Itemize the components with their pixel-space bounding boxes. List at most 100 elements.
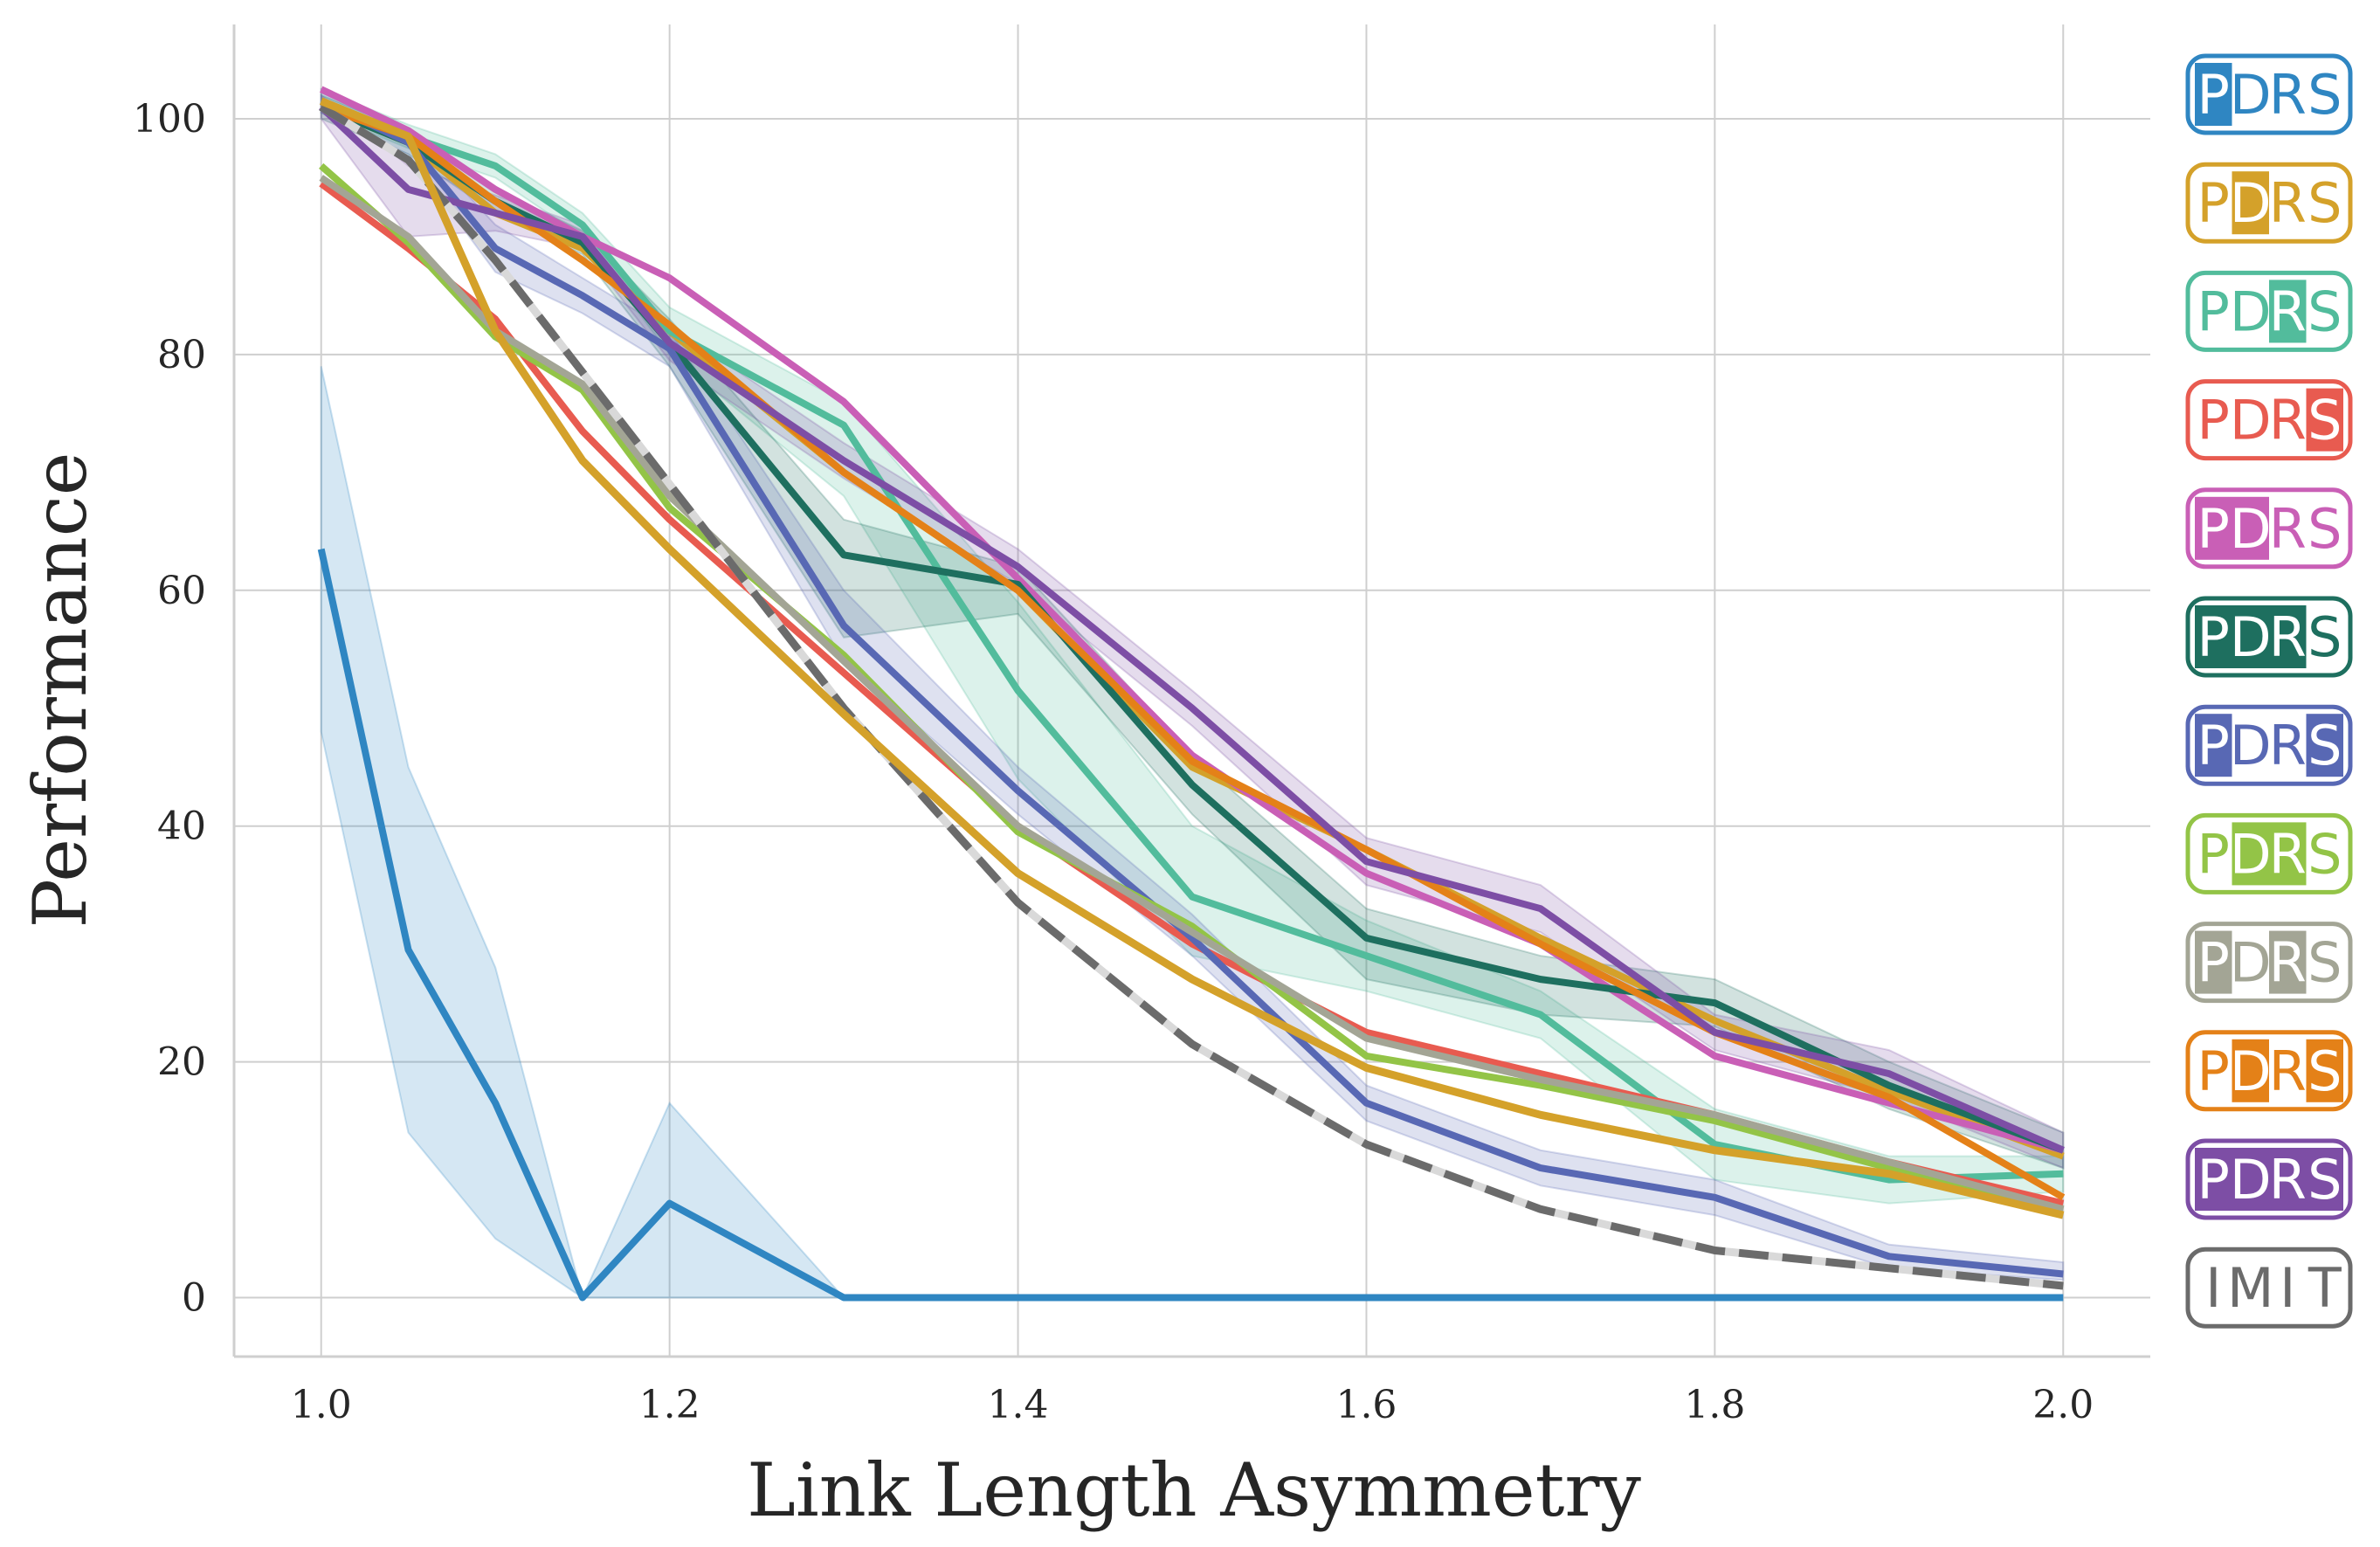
legend-letter-highlight [2195, 1148, 2232, 1211]
legend-letter: D [2230, 605, 2272, 669]
y-tick-label: 0 [182, 1276, 206, 1321]
x-tick-label: 2.0 [2032, 1383, 2094, 1427]
y-tick-label: 20 [157, 1040, 206, 1085]
legend-letter: P [2197, 171, 2230, 235]
legend-letter-highlight [2195, 63, 2232, 126]
legend-letter-highlight [2269, 822, 2307, 886]
series-line [317, 548, 2064, 1302]
legend-letter: P [2197, 280, 2230, 343]
legend-letter: P [2197, 714, 2230, 777]
series-line [320, 97, 2064, 1184]
axes-spines [232, 24, 2150, 1358]
legend-letter: D [2230, 171, 2272, 235]
y-tick-labels: 0 20 40 60 80 100 [133, 97, 206, 1321]
legend-letter: S [2308, 63, 2342, 127]
legend-letter: R [2269, 497, 2307, 561]
legend-letter: I [2280, 1256, 2295, 1320]
legend-letter-highlight [2232, 1148, 2269, 1211]
x-tick-label: 1.6 [1335, 1383, 1397, 1427]
legend-letter: P [2197, 389, 2230, 452]
legend-letter: R [2269, 1148, 2307, 1212]
legend-letter: P [2197, 63, 2230, 127]
legend-letter: R [2269, 605, 2307, 669]
y-tick-label: 40 [157, 805, 206, 849]
legend-letter: R [2269, 63, 2307, 127]
legend-letter: R [2269, 389, 2307, 452]
y-tick-label: 80 [157, 333, 206, 377]
legend-letter: D [2230, 1039, 2272, 1103]
legend-letter: S [2308, 497, 2342, 561]
legend-letter: R [2269, 171, 2307, 235]
confidence-bands [320, 87, 2065, 1301]
series-lines [317, 86, 2066, 1302]
legend-letter: P [2197, 497, 2230, 561]
series-line [319, 103, 2064, 1290]
legend-letter: P [2197, 822, 2230, 886]
legend-letter-highlight [2306, 714, 2343, 777]
legend-letter-highlight [2195, 496, 2232, 560]
confidence-band [320, 87, 2065, 1281]
legend-letter: D [2230, 931, 2272, 995]
legend-letter: S [2308, 1039, 2342, 1103]
x-tick-label: 1.8 [1684, 1383, 1745, 1427]
series-line [319, 98, 2064, 1278]
legend-letter: R [2269, 1039, 2307, 1103]
legend-letter-highlight [2269, 930, 2307, 994]
legend-letter: R [2269, 714, 2307, 777]
x-axis-title: Link Length Asymmetry [747, 1447, 1641, 1533]
x-tick-label: 1.2 [639, 1383, 700, 1427]
legend-letter-highlight [2195, 714, 2232, 777]
legend-letter: S [2308, 280, 2342, 343]
y-tick-label: 60 [157, 569, 206, 613]
legend-letter-highlight [2195, 930, 2232, 994]
x-tick-label: 1.0 [291, 1383, 352, 1427]
legend-letter: D [2230, 389, 2272, 452]
legend-letter: I [2205, 1256, 2221, 1320]
legend-letter-highlight [2232, 496, 2269, 560]
legend-entry: IMITIMIT [2185, 1247, 2353, 1329]
legend-letter: T [2308, 1256, 2342, 1320]
legend-letter-highlight [2232, 171, 2269, 235]
legend-letter: R [2269, 280, 2307, 343]
legend-badge [2185, 1247, 2353, 1329]
legend-letter: M [2227, 1256, 2274, 1320]
legend-letter: D [2230, 280, 2272, 343]
y-axis-title: Performance [17, 452, 103, 928]
series-line [319, 86, 2065, 1154]
legend-letter-highlight [2269, 605, 2307, 668]
legend-letter: S [2308, 714, 2342, 777]
legend-letter: S [2308, 931, 2342, 995]
legend-letter-highlight [2306, 1039, 2343, 1102]
y-tick-label: 100 [133, 97, 206, 142]
legend-letter: S [2308, 605, 2342, 669]
x-tick-label: 1.4 [988, 1383, 1049, 1427]
x-tick-labels: 1.0 1.2 1.4 1.6 1.8 2.0 [291, 1383, 2094, 1427]
legend-letter: P [2197, 1148, 2230, 1212]
legend-letter: P [2197, 931, 2230, 995]
legend-letter: D [2230, 63, 2272, 127]
legend-letter: R [2269, 822, 2307, 886]
legend-letter-highlight [2306, 1148, 2343, 1211]
legend-letter-highlight [2195, 605, 2232, 668]
legend-letter: D [2230, 497, 2272, 561]
legend-letter: D [2230, 714, 2272, 777]
legend-letter: D [2230, 822, 2272, 886]
legend-letter-highlight [2269, 280, 2307, 343]
legend-letter-highlight [2269, 1148, 2307, 1211]
legend-letter-highlight [2306, 388, 2343, 452]
legend-letter: S [2308, 389, 2342, 452]
series-line [318, 104, 2065, 1154]
legend-letter: S [2308, 171, 2342, 235]
legend-letter-highlight [2232, 1039, 2269, 1102]
